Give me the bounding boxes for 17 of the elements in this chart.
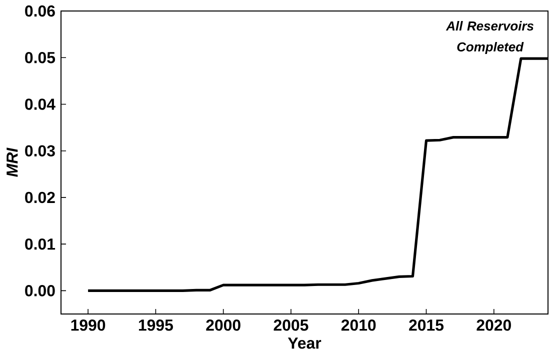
y-tick-label: 0.06 — [25, 5, 55, 17]
y-axis-title: MRI — [6, 148, 18, 177]
x-tick-label: 2005 — [274, 320, 308, 331]
x-axis-title: Year — [288, 338, 322, 349]
y-tick-label: 0.03 — [25, 145, 55, 156]
y-tick-label: 0.02 — [25, 192, 55, 204]
y-tick-label: 0.04 — [25, 98, 56, 110]
x-tick-label: 2020 — [476, 320, 511, 331]
y-tick-label: 0.05 — [25, 52, 56, 64]
annotation: All Reservoirs Completed — [446, 21, 534, 54]
x-tick-label: 1995 — [138, 320, 173, 331]
y-tick-label: 0.00 — [25, 285, 55, 296]
x-tick-label: 1990 — [71, 320, 106, 331]
x-tick-label: 2010 — [341, 320, 376, 331]
x-tick-label: 2015 — [409, 320, 444, 331]
x-tick-label: 2000 — [206, 320, 240, 331]
y-tick-label: 0.01 — [25, 238, 56, 250]
